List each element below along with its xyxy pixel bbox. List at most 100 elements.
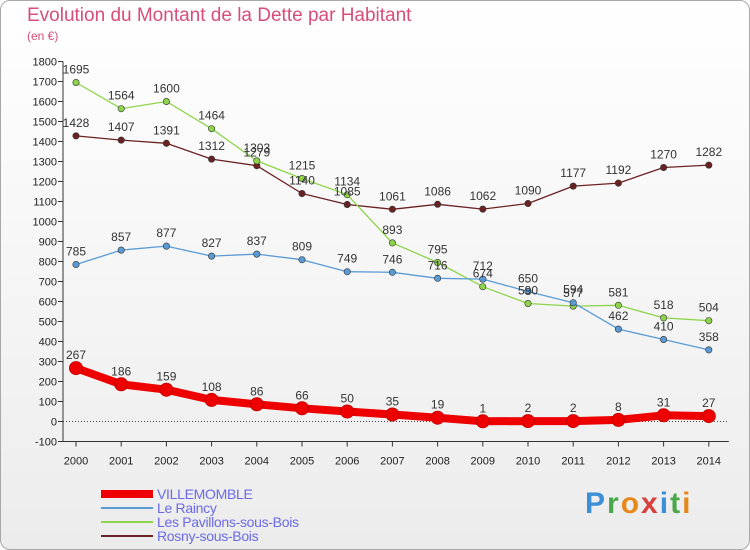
data-label: 1	[479, 401, 486, 415]
logo-letter: x	[641, 487, 660, 520]
y-tick-label: 1300	[33, 157, 57, 169]
data-point	[208, 125, 216, 133]
data-label: 19	[431, 398, 445, 412]
data-point	[72, 132, 80, 140]
data-label: 1279	[243, 146, 270, 160]
y-tick-label: 400	[39, 337, 57, 349]
data-point	[614, 179, 622, 187]
data-point	[705, 317, 713, 325]
x-tick-label: 2010	[516, 456, 540, 468]
data-point	[614, 325, 622, 333]
data-label: 31	[657, 395, 671, 409]
legend-item: Le Raincy	[101, 500, 217, 516]
data-label: 877	[156, 226, 176, 240]
data-point	[69, 361, 83, 376]
data-point	[660, 314, 668, 322]
data-point	[253, 157, 261, 165]
data-label: 1270	[650, 148, 677, 162]
legend-swatch	[101, 490, 153, 498]
y-tick-label: 600	[39, 297, 57, 309]
data-label: 159	[156, 370, 176, 384]
data-label: 518	[654, 298, 674, 312]
data-point	[162, 242, 170, 250]
data-point	[660, 335, 668, 343]
legend-swatch	[101, 535, 153, 537]
data-point	[524, 200, 532, 208]
legend-item: Les Pavillons-sous-Bois	[101, 514, 299, 530]
chart-title: Evolution du Montant de la Dette par Hab…	[27, 5, 412, 26]
y-tick-label: 100	[39, 397, 57, 409]
data-label: 577	[563, 286, 583, 300]
data-label: 27	[702, 396, 716, 410]
y-tick-label: 300	[39, 357, 57, 369]
data-point	[117, 136, 125, 144]
y-tick-label: 1400	[33, 137, 57, 149]
data-label: 1312	[198, 139, 225, 153]
legend-item: VILLEMOMBLE	[101, 486, 253, 502]
x-tick-label: 2009	[471, 456, 495, 468]
data-label: 857	[111, 230, 131, 244]
data-point	[524, 287, 532, 295]
legend-swatch	[101, 507, 153, 509]
data-label: 1061	[379, 189, 406, 203]
x-tick-label: 2001	[109, 456, 133, 468]
data-point	[340, 404, 355, 419]
data-label: 1086	[424, 184, 451, 198]
y-tick-label: 1100	[33, 197, 57, 209]
data-label: 590	[518, 284, 538, 298]
data-point	[343, 268, 351, 276]
data-label: 1464	[198, 109, 225, 123]
y-tick-label: 500	[39, 317, 57, 329]
data-label: 809	[292, 240, 312, 254]
data-label: 716	[428, 258, 448, 272]
data-point	[343, 191, 351, 199]
data-label: 1177	[560, 166, 586, 180]
proxiti-logo: Proxiti	[585, 487, 692, 521]
y-tick-label: 1800	[33, 57, 57, 69]
data-point	[434, 258, 442, 266]
data-label: 746	[382, 252, 402, 266]
data-label: 1282	[695, 145, 722, 159]
data-point	[208, 252, 216, 260]
data-label: 1695	[63, 63, 90, 77]
data-point	[479, 275, 487, 283]
data-point	[611, 412, 626, 427]
data-point	[524, 299, 532, 307]
data-label: 1192	[605, 163, 631, 177]
data-label: 1134	[334, 175, 360, 189]
logo-letter: o	[620, 487, 642, 520]
data-label: 1140	[289, 174, 315, 188]
data-point	[159, 382, 174, 397]
data-point	[253, 250, 261, 258]
data-point	[479, 205, 487, 213]
data-point	[298, 190, 306, 198]
data-point	[434, 200, 442, 208]
data-point	[656, 408, 671, 423]
data-label: 795	[428, 243, 448, 257]
data-point	[430, 410, 445, 425]
data-point	[388, 239, 396, 247]
x-tick-label: 2013	[651, 456, 675, 468]
y-tick-label: 1700	[33, 77, 57, 89]
data-label: 504	[699, 301, 719, 315]
x-tick-label: 2000	[64, 456, 88, 468]
data-label: 358	[699, 330, 719, 344]
data-point	[569, 182, 577, 190]
x-tick-label: 2003	[199, 456, 223, 468]
data-point	[566, 414, 581, 429]
data-point	[72, 79, 80, 87]
data-point	[705, 346, 713, 354]
y-tick-label: 1000	[33, 217, 57, 229]
data-point	[385, 407, 400, 422]
x-tick-label: 2005	[290, 456, 314, 468]
y-tick-label: -100	[35, 437, 57, 449]
data-label: 893	[382, 223, 402, 237]
data-label: 50	[341, 392, 355, 406]
data-point	[162, 98, 170, 106]
data-label: 674	[473, 267, 493, 281]
data-label: 1391	[153, 123, 180, 137]
x-tick-label: 2006	[335, 456, 359, 468]
x-tick-label: 2007	[380, 456, 404, 468]
